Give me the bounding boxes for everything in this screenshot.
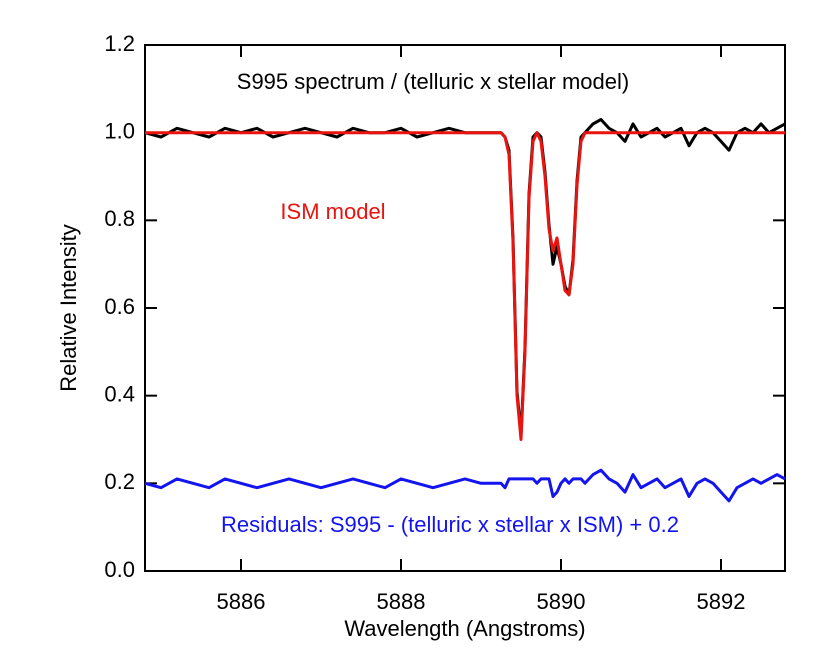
- series-line: [144, 118, 786, 437]
- annotation: ISM model: [280, 199, 385, 224]
- x-axis-label: Wavelength (Angstroms): [344, 616, 585, 641]
- x-tick-label: 5888: [377, 589, 426, 614]
- y-tick-label: 0.2: [104, 469, 135, 494]
- x-tick-label: 5886: [217, 589, 266, 614]
- y-axis-label: Relative Intensity: [56, 224, 81, 392]
- x-tick-label: 5890: [537, 589, 586, 614]
- series-line: [144, 468, 786, 503]
- y-tick-label: 0.6: [104, 294, 135, 319]
- y-tick-label: 1.0: [104, 118, 135, 143]
- x-tick-label: 5892: [697, 589, 746, 614]
- plot-frame: [144, 44, 786, 572]
- series-line: [145, 131, 785, 441]
- y-tick-label: 0.4: [104, 381, 135, 406]
- annotation: Residuals: S995 - (telluric x stellar x …: [221, 512, 679, 537]
- y-tick-label: 1.2: [104, 31, 135, 56]
- y-tick-label: 0.8: [104, 206, 135, 231]
- chart-title: S995 spectrum / (telluric x stellar mode…: [237, 69, 629, 94]
- y-tick-label: 0.0: [104, 557, 135, 582]
